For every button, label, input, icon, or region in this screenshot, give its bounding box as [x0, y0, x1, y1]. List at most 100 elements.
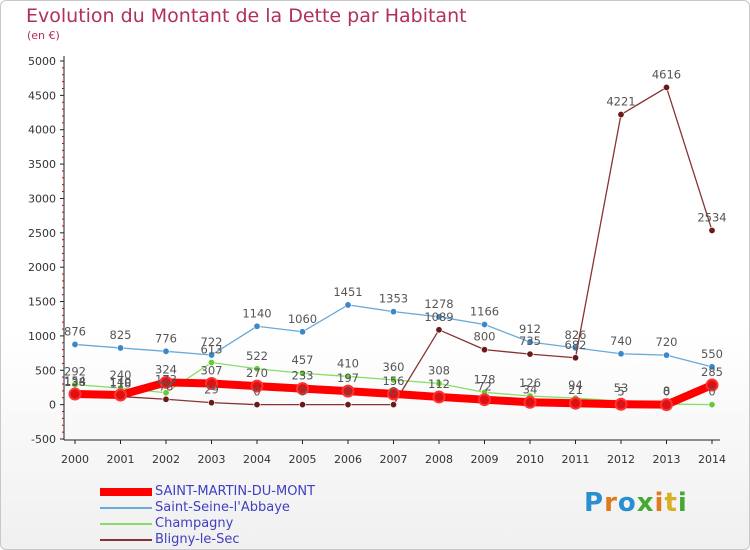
data-point — [435, 379, 443, 387]
data-label: 112 — [428, 377, 450, 391]
data-label: 138 — [64, 375, 86, 389]
data-label: 307 — [201, 364, 223, 378]
data-label: 825 — [110, 328, 132, 342]
data-label: 94 — [568, 378, 583, 392]
data-point — [208, 351, 216, 359]
data-point — [389, 401, 397, 409]
data-label: 1278 — [424, 297, 453, 311]
y-tick-label: 500 — [35, 364, 56, 377]
data-point — [208, 359, 216, 367]
x-tick-label: 2010 — [516, 453, 544, 466]
data-label: 4221 — [606, 95, 635, 109]
x-tick-label: 2002 — [152, 453, 180, 466]
legend-label: Bligny-le-Sec — [155, 532, 240, 547]
data-point — [162, 395, 170, 403]
data-label: 21 — [568, 383, 583, 397]
y-tick-label: 3500 — [28, 158, 56, 171]
y-tick-label: 0 — [49, 399, 56, 412]
data-point — [389, 308, 397, 316]
data-label: 0 — [663, 385, 670, 399]
data-point — [435, 326, 443, 334]
legend-swatch — [100, 507, 152, 509]
data-label: 410 — [337, 356, 359, 370]
x-tick-label: 2008 — [425, 453, 453, 466]
data-point — [480, 346, 488, 354]
data-label: 126 — [519, 376, 541, 390]
data-point — [296, 382, 309, 396]
x-tick-label: 2000 — [61, 453, 89, 466]
data-label: 156 — [383, 374, 405, 388]
data-label: 522 — [246, 349, 268, 363]
data-point — [708, 226, 716, 234]
data-label: 722 — [201, 335, 223, 349]
data-label: 613 — [201, 343, 223, 357]
data-label: 682 — [565, 338, 587, 352]
series-line — [74, 86, 713, 406]
data-point — [571, 354, 579, 362]
data-label: 1089 — [424, 310, 453, 324]
x-tick-label: 2013 — [653, 453, 681, 466]
data-point — [253, 365, 261, 373]
data-point — [617, 350, 625, 358]
logo-letter: i — [677, 488, 688, 518]
logo-letter: r — [604, 488, 618, 518]
data-point — [569, 396, 582, 410]
data-label: 285 — [701, 365, 723, 379]
data-point — [117, 344, 125, 352]
y-tick-label: -500 — [31, 433, 56, 446]
y-tick-label: 1500 — [28, 296, 56, 309]
data-point — [478, 393, 491, 407]
data-point — [389, 376, 397, 384]
data-label: 0 — [708, 385, 715, 399]
data-label: 5 — [617, 384, 624, 398]
data-point — [387, 387, 400, 401]
data-label: 140 — [110, 375, 132, 389]
y-tick-label: 2500 — [28, 227, 56, 240]
logo-letter: t — [664, 488, 678, 518]
legend-swatch — [100, 488, 152, 496]
legend-label: Saint-Seine-l'Abbaye — [155, 500, 290, 515]
data-label: 324 — [155, 362, 177, 376]
logo-letter: i — [654, 488, 665, 518]
data-point — [341, 384, 355, 398]
data-point — [114, 388, 127, 402]
data-label: 178 — [474, 372, 496, 386]
data-label: 550 — [701, 347, 723, 361]
data-point — [662, 351, 670, 359]
chart-title: Evolution du Montant de la Dette par Hab… — [26, 5, 467, 27]
data-label: 1451 — [333, 285, 362, 299]
data-label: 270 — [246, 366, 268, 380]
logo-letter: o — [617, 488, 637, 518]
data-label: 240 — [110, 368, 132, 382]
y-tick-label: 3000 — [28, 192, 56, 205]
legend-label: Champagny — [155, 516, 234, 531]
data-point — [68, 387, 82, 401]
y-tick-label: 4500 — [28, 89, 56, 102]
data-label: 0 — [344, 385, 351, 399]
x-tick-label: 2001 — [107, 453, 135, 466]
x-tick-label: 2009 — [471, 453, 499, 466]
data-point — [662, 83, 670, 91]
data-label: 360 — [383, 360, 405, 374]
legend-label: SAINT-MARTIN-DU-MONT — [155, 484, 316, 499]
x-tick-label: 2011 — [562, 453, 590, 466]
data-point — [344, 372, 352, 380]
data-label: 308 — [428, 363, 450, 377]
data-label: 776 — [155, 331, 177, 345]
data-point — [617, 111, 625, 119]
y-tick-label: 4000 — [28, 124, 56, 137]
data-label: 29 — [204, 383, 219, 397]
data-point — [705, 378, 719, 392]
data-label: 118 — [110, 377, 132, 391]
data-label: 1060 — [288, 312, 317, 326]
y-tick-label: 2000 — [28, 261, 56, 274]
data-point — [253, 322, 261, 330]
data-point — [708, 401, 716, 409]
data-label: 197 — [337, 371, 359, 385]
x-tick-label: 2014 — [698, 453, 726, 466]
x-tick-label: 2012 — [607, 453, 635, 466]
data-label: 2534 — [697, 210, 726, 224]
data-label: 735 — [519, 334, 541, 348]
